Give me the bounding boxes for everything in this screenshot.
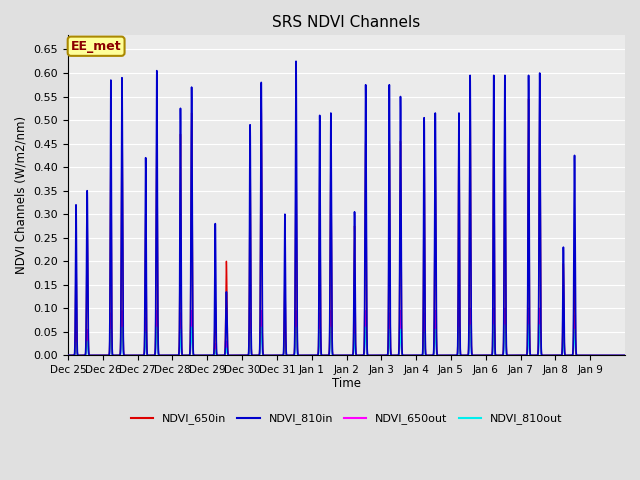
- X-axis label: Time: Time: [332, 376, 361, 390]
- Legend: NDVI_650in, NDVI_810in, NDVI_650out, NDVI_810out: NDVI_650in, NDVI_810in, NDVI_650out, NDV…: [126, 409, 567, 429]
- Text: EE_met: EE_met: [71, 40, 122, 53]
- Title: SRS NDVI Channels: SRS NDVI Channels: [273, 15, 420, 30]
- Y-axis label: NDVI Channels (W/m2/nm): NDVI Channels (W/m2/nm): [15, 116, 28, 275]
